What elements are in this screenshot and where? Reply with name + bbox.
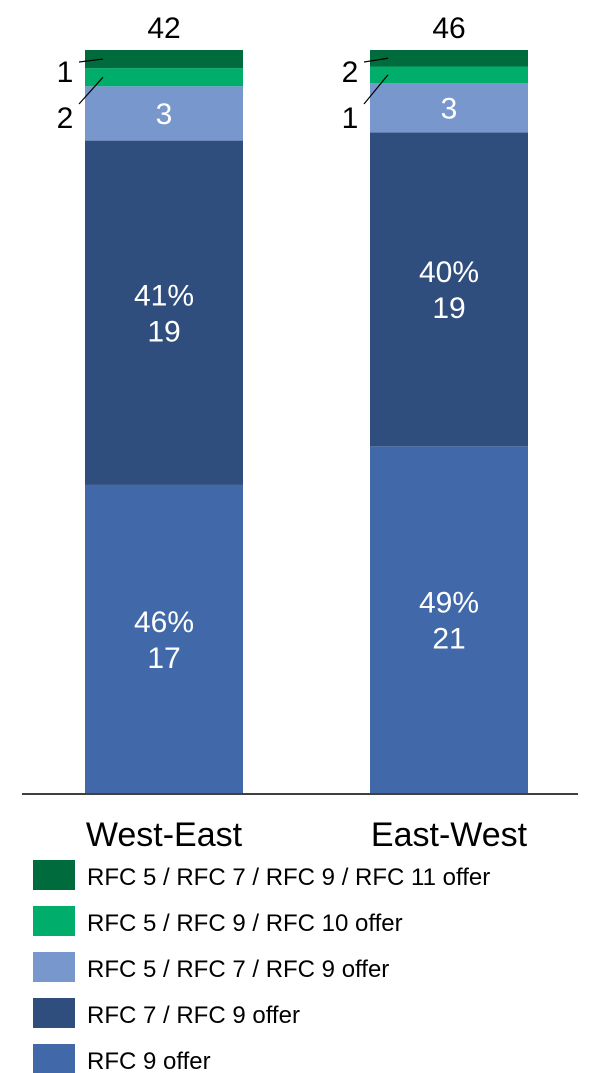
legend-label-2: RFC 5 / RFC 7 / RFC 9 offer [87,956,389,983]
segment-labels-layer: 46% 17 41% 19 3 2 1 49% 21 40% 19 3 1 2 [57,56,479,675]
segment-label-east-west-3: 1 [342,102,359,135]
legend-label-0: RFC 9 offer [87,1048,211,1073]
total-label-west-east: 42 [147,12,180,45]
bar-west-east-series-4 [85,50,243,69]
bar-west-east-series-0 [85,484,243,793]
legend-label-1: RFC 7 / RFC 9 offer [87,1002,300,1029]
legend-swatch-3 [33,906,75,936]
segment-label-west-east-3: 2 [57,102,74,135]
bar-east-west-series-4 [370,50,528,67]
bar-east-west-series-2 [370,83,528,133]
bar-east-west-series-0 [370,446,528,793]
segment-label-west-east-1: 41% 19 [134,280,194,349]
category-label-east-west: East-West [371,816,528,854]
legend-label-4: RFC 5 / RFC 7 / RFC 9 / RFC 11 offer [87,864,490,891]
legend-label-3: RFC 5 / RFC 9 / RFC 10 offer [87,910,403,937]
category-label-west-east: West-East [86,816,243,854]
segment-label-east-west-2: 3 [441,93,458,126]
bar-west-east-series-1 [85,140,243,485]
segment-label-east-west-1: 40% 19 [419,256,479,325]
bar-west-east-series-2 [85,86,243,141]
totals-layer: 42 46 [147,12,465,45]
legend-swatch-1 [33,998,75,1028]
segment-label-east-west-0: 49% 21 [419,586,479,655]
bars-layer [85,50,528,793]
segment-label-west-east-4: 1 [57,56,74,89]
segment-label-east-west-4: 2 [342,56,359,89]
bar-west-east-series-3 [85,68,243,87]
leader-line-west-east-3 [78,76,104,105]
legend: RFC 5 / RFC 7 / RFC 9 / RFC 11 offer RFC … [33,860,490,1073]
leader-line-east-west-4 [363,57,389,63]
total-label-east-west: 46 [432,12,465,45]
leader-line-west-east-4 [78,58,104,63]
bar-east-west-series-1 [370,132,528,447]
segment-label-west-east-2: 3 [156,98,173,131]
leader-line-east-west-3 [363,74,389,105]
legend-swatch-0 [33,1044,75,1073]
legend-swatch-4 [33,860,75,890]
category-labels-layer: West-East East-West [86,816,528,854]
segment-label-west-east-0: 46% 17 [134,606,194,675]
legend-swatch-2 [33,952,75,982]
bar-east-west-series-3 [370,66,528,84]
